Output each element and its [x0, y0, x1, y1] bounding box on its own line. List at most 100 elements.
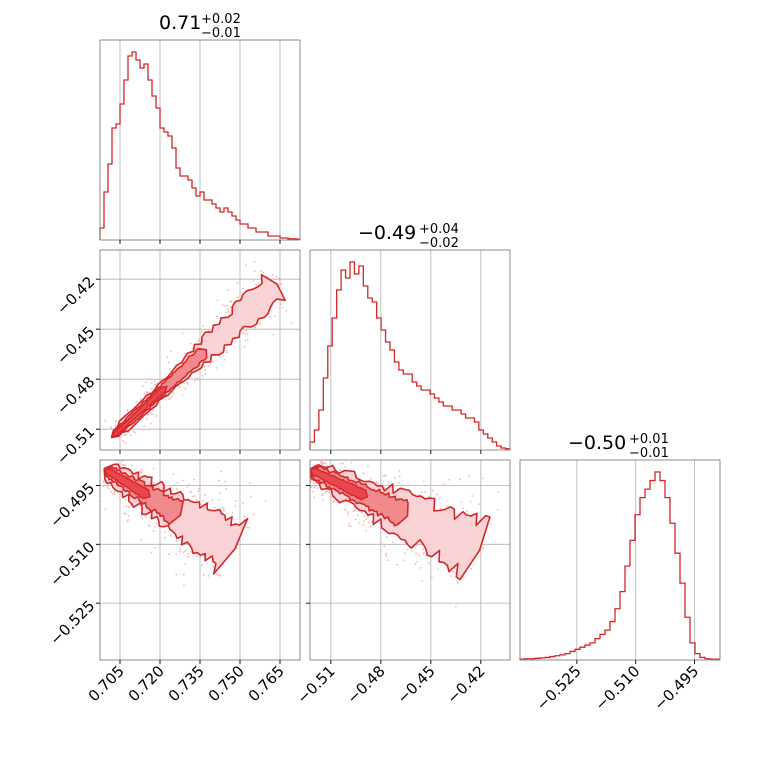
- tick-label-x-0-4: 0.765: [245, 662, 288, 705]
- scatter-point: [254, 326, 257, 329]
- scatter-point: [245, 329, 248, 332]
- scatter-point: [229, 300, 232, 303]
- scatter-point: [113, 493, 116, 495]
- scatter-point: [497, 490, 500, 493]
- scatter-point: [425, 554, 427, 557]
- scatter-point: [239, 277, 242, 280]
- scatter-point: [237, 296, 239, 299]
- tick-label-y-1-0: −0.51: [53, 423, 98, 468]
- scatter-point: [280, 303, 283, 305]
- scatter-point: [171, 395, 174, 398]
- scatter-point: [226, 304, 229, 307]
- tick-label-y-1-3: −0.42: [53, 273, 98, 318]
- tick-label-x-0-3: 0.750: [205, 662, 248, 705]
- scatter-point: [175, 539, 178, 542]
- scatter-point: [416, 544, 418, 547]
- density-panel-2-0: [100, 460, 267, 587]
- scatter-point: [172, 473, 175, 476]
- scatter-point: [125, 505, 128, 507]
- scatter-point: [187, 555, 190, 558]
- scatter-point: [419, 542, 421, 544]
- scatter-point: [234, 499, 237, 502]
- scatter-point: [244, 264, 247, 267]
- scatter-point: [329, 490, 332, 493]
- scatter-point: [211, 361, 214, 363]
- scatter-point: [126, 409, 129, 411]
- scatter-point: [363, 515, 366, 518]
- scatter-point: [170, 350, 172, 353]
- scatter-point: [176, 481, 179, 484]
- title-param-2-minus: −0.01: [629, 446, 669, 461]
- scatter-point: [186, 381, 189, 384]
- scatter-point: [253, 270, 256, 273]
- scatter-point: [290, 322, 293, 325]
- scatter-point: [203, 365, 206, 368]
- scatter-point: [470, 567, 473, 570]
- scatter-point: [350, 461, 353, 464]
- scatter-point: [326, 450, 328, 452]
- scatter-point: [416, 560, 419, 563]
- scatter-point: [158, 402, 161, 405]
- scatter-point: [227, 310, 230, 313]
- scatter-point: [422, 548, 424, 551]
- scatter-point: [236, 282, 239, 284]
- scatter-point: [179, 548, 182, 551]
- scatter-point: [448, 478, 451, 481]
- scatter-point: [212, 565, 215, 568]
- scatter-point: [175, 573, 178, 576]
- density-panel-1-0: [104, 260, 293, 444]
- scatter-point: [197, 379, 200, 381]
- scatter-point: [107, 486, 109, 488]
- scatter-point: [178, 386, 181, 388]
- scatter-point: [244, 339, 247, 342]
- scatter-point: [281, 306, 284, 309]
- scatter-point: [463, 576, 465, 579]
- scatter-point: [398, 475, 401, 478]
- scatter-point: [152, 409, 154, 411]
- scatter-point: [204, 373, 207, 375]
- scatter-point: [324, 455, 326, 457]
- scatter-point: [219, 574, 222, 577]
- scatter-point: [122, 464, 125, 467]
- scatter-point: [322, 461, 325, 464]
- scatter-point: [482, 477, 484, 480]
- histogram-param-2: [519, 471, 720, 660]
- scatter-point: [382, 475, 385, 478]
- scatter-point: [110, 490, 112, 493]
- scatter-point: [362, 523, 364, 526]
- scatter-point: [196, 340, 199, 342]
- scatter-point: [153, 380, 156, 383]
- scatter-point: [204, 493, 206, 496]
- scatter-point: [357, 514, 359, 516]
- scatter-point: [225, 487, 227, 490]
- scatter-point: [282, 292, 285, 294]
- scatter-point: [258, 321, 261, 324]
- scatter-point: [402, 559, 405, 561]
- panel-frame-1-1: [309, 249, 511, 451]
- scatter-point: [215, 573, 218, 576]
- scatter-point: [110, 426, 113, 429]
- scatter-point: [134, 431, 137, 434]
- scatter-point: [332, 501, 334, 504]
- scatter-point: [339, 462, 342, 465]
- scatter-point: [353, 509, 356, 512]
- scatter-point: [273, 315, 276, 318]
- scatter-point: [467, 474, 470, 477]
- scatter-point: [144, 381, 147, 384]
- title-param-0-plus: +0.02: [201, 12, 241, 27]
- scatter-point: [423, 552, 425, 554]
- scatter-point: [365, 530, 367, 532]
- tick-label-x-0-2: 0.735: [165, 662, 208, 705]
- tick-label-x-2-0: −0.525: [533, 662, 585, 714]
- scatter-point: [458, 478, 461, 481]
- scatter-point: [112, 493, 114, 496]
- scatter-point: [406, 548, 409, 551]
- scatter-point: [344, 508, 346, 511]
- scatter-point: [420, 491, 423, 493]
- scatter-point: [187, 553, 190, 556]
- contour-inner: [310, 467, 369, 501]
- scatter-point: [310, 486, 312, 489]
- scatter-point: [135, 401, 138, 403]
- scatter-point: [269, 316, 272, 319]
